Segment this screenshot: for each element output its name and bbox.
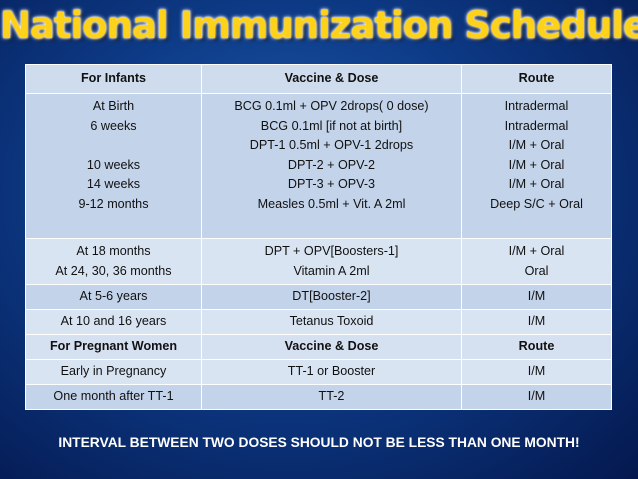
age-line: 10 weeks [86,157,141,172]
vaccine-cell: DT[Booster-2] [201,284,462,310]
vaccine-cell: Tetanus Toxoid [201,309,462,335]
vaccine-cell: TT-1 or Booster [201,359,462,385]
page-title: National Immunization Schedule [0,4,638,47]
age-line: At 18 months [76,244,151,258]
header-pregnant: For Pregnant Women [25,334,202,360]
route-line: Deep S/C + Oral [490,196,583,211]
vaccine-line: DPT-1 0.5ml + OPV-1 2drops [249,138,414,152]
table-header-row: For Infants Vaccine & Dose Route [25,64,612,94]
route-cell: Intradermal Intradermal I/M + Oral I/M +… [461,93,612,239]
vaccine-line: DPT + OPV[Boosters-1] [264,244,399,258]
route-cell: I/M [461,284,612,310]
route-line: I/M + Oral [508,177,565,191]
route-line: I/M + Oral [508,244,565,258]
table-row: At 10 and 16 years Tetanus Toxoid I/M [25,309,612,335]
header-route: Route [461,334,612,360]
vaccine-line: DPT-2 + OPV-2 [287,157,376,172]
age-cell: At 10 and 16 years [25,309,202,335]
age-cell: One month after TT-1 [25,384,202,410]
route-cell: I/M [461,384,612,410]
vaccine-line: DPT-3 + OPV-3 [287,177,376,191]
table-row: One month after TT-1 TT-2 I/M [25,384,612,410]
route-line: Intradermal [504,99,569,113]
vaccine-cell: DPT + OPV[Boosters-1] Vitamin A 2ml [201,238,462,285]
age-line: 9-12 months [78,196,149,211]
vaccine-line: Measles 0.5ml + Vit. A 2ml [257,196,406,211]
table-row: Early in Pregnancy TT-1 or Booster I/M [25,359,612,385]
header-route: Route [461,64,612,94]
age-cell: Early in Pregnancy [25,359,202,385]
age-line: At Birth [92,99,135,113]
vaccine-line: BCG 0.1ml [if not at birth] [260,118,403,133]
vaccine-cell: BCG 0.1ml + OPV 2drops( 0 dose) BCG 0.1m… [201,93,462,239]
vaccine-line: Vitamin A 2ml [293,263,370,278]
age-cell: At Birth 6 weeks 10 weeks 14 weeks 9-12 … [25,93,202,239]
table-row: At Birth 6 weeks 10 weeks 14 weeks 9-12 … [25,93,612,239]
route-cell: I/M [461,309,612,335]
route-cell: I/M [461,359,612,385]
immunization-table: For Infants Vaccine & Dose Route At Birt… [25,64,612,410]
header-vaccine: Vaccine & Dose [201,334,462,360]
age-line: At 24, 30, 36 months [55,263,172,278]
pregnant-header-row: For Pregnant Women Vaccine & Dose Route [25,334,612,360]
vaccine-line: BCG 0.1ml + OPV 2drops( 0 dose) [234,99,429,113]
route-line: I/M + Oral [508,157,565,172]
table-row: At 5-6 years DT[Booster-2] I/M [25,284,612,310]
interval-note: INTERVAL BETWEEN TWO DOSES SHOULD NOT BE… [58,435,580,450]
vaccine-cell: TT-2 [201,384,462,410]
age-cell: At 18 months At 24, 30, 36 months [25,238,202,285]
route-line: Intradermal [504,118,569,133]
header-age: For Infants [25,64,202,94]
header-vaccine: Vaccine & Dose [201,64,462,94]
table-row: At 18 months At 24, 30, 36 months DPT + … [25,238,612,285]
route-cell: I/M + Oral Oral [461,238,612,285]
age-line: 14 weeks [86,177,141,191]
route-line: Oral [524,263,549,278]
route-line: I/M + Oral [508,138,565,152]
age-gap [30,136,197,156]
age-cell: At 5-6 years [25,284,202,310]
age-line: 6 weeks [90,118,137,133]
